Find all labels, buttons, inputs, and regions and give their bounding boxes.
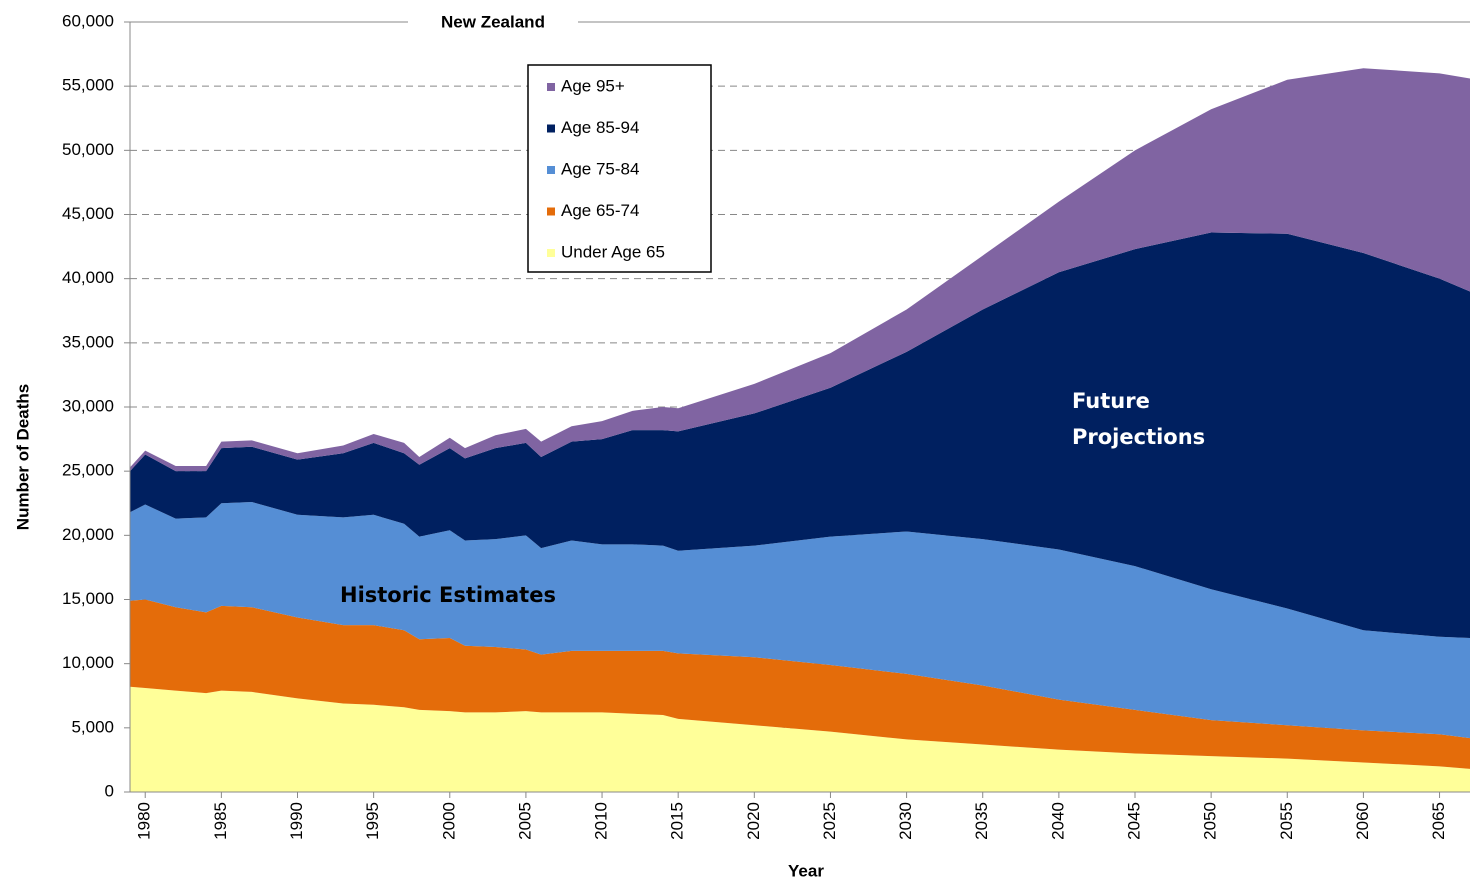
legend-swatch xyxy=(547,124,555,133)
x-tick-label: 2025 xyxy=(820,802,839,840)
legend-swatch xyxy=(547,207,555,216)
annotation: Future Projections xyxy=(1072,389,1205,449)
y-tick-label: 55,000 xyxy=(62,76,114,95)
legend-swatch xyxy=(547,166,555,174)
area xyxy=(130,232,1470,638)
legend-swatch xyxy=(547,249,555,257)
x-tick-label: 2040 xyxy=(1048,802,1067,840)
y-tick-label: 25,000 xyxy=(62,461,114,480)
y-tick-label: 35,000 xyxy=(62,332,114,351)
x-tick-label: 2035 xyxy=(972,802,991,840)
x-tick-label: 2015 xyxy=(668,802,687,840)
y-tick-label: 40,000 xyxy=(62,268,114,287)
area xyxy=(130,501,1470,739)
legend-box xyxy=(527,64,712,273)
y-tick-label: 10,000 xyxy=(62,653,114,672)
x-tick-label: 2045 xyxy=(1124,802,1143,840)
annotation: Historic Estimates xyxy=(340,583,556,607)
y-tick-label: 30,000 xyxy=(62,396,114,415)
x-tick-label: 2005 xyxy=(515,802,534,840)
y-tick-label: 5,000 xyxy=(71,717,114,736)
legend-label: Under Age 65 xyxy=(561,242,665,261)
legend-label: Age 75-84 xyxy=(561,159,639,178)
y-tick-label: 0 xyxy=(105,781,114,800)
y-tick-label: 20,000 xyxy=(62,525,114,544)
chart-title: New Zealand xyxy=(441,12,545,31)
x-tick-label: 2030 xyxy=(896,802,915,840)
legend-label: Age 95+ xyxy=(561,76,625,95)
x-tick-label: 1995 xyxy=(363,802,382,840)
x-tick-label: 1990 xyxy=(287,802,306,840)
x-tick-label: 2055 xyxy=(1277,802,1296,840)
x-tick-label: 2020 xyxy=(744,802,763,840)
x-tick-label: 1985 xyxy=(211,802,230,840)
area xyxy=(130,68,1470,472)
y-tick-label: 50,000 xyxy=(62,140,114,159)
x-tick-label: 2010 xyxy=(592,802,611,840)
x-tick-label: 2000 xyxy=(439,802,458,840)
x-axis-label: Year xyxy=(788,861,824,880)
x-tick-label: 1980 xyxy=(135,802,154,840)
x-tick-label: 2060 xyxy=(1353,802,1372,840)
legend-label: Age 85-94 xyxy=(561,118,639,137)
y-tick-label: 45,000 xyxy=(62,204,114,223)
x-tick-label: 2065 xyxy=(1429,802,1448,840)
area xyxy=(130,599,1470,769)
legend-label: Age 65-74 xyxy=(561,201,639,220)
y-axis-label: Number of Deaths xyxy=(13,384,32,530)
y-tick-label: 60,000 xyxy=(62,11,114,30)
y-tick-label: 15,000 xyxy=(62,589,114,608)
legend-swatch xyxy=(547,83,555,91)
area xyxy=(130,686,1470,792)
x-tick-label: 2050 xyxy=(1201,802,1220,840)
